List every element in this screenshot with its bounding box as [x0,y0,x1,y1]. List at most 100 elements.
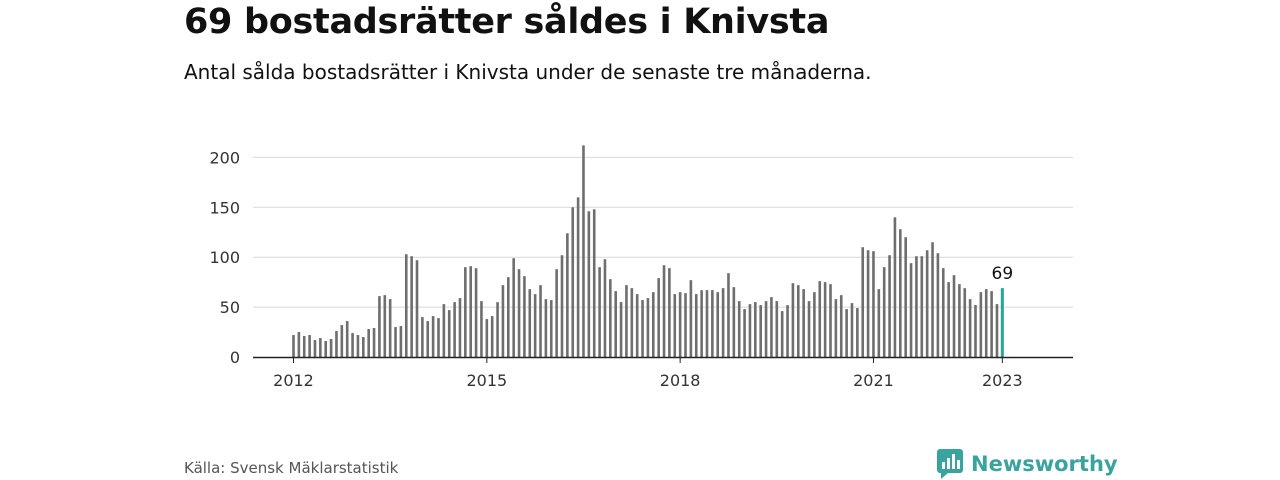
bar [410,256,413,357]
bar [324,341,328,357]
bar [523,276,526,357]
bar [947,282,950,357]
bar [340,325,344,357]
bar [383,295,387,357]
bar [678,292,682,357]
bar [469,266,473,357]
bar [780,311,784,357]
bar [367,329,370,357]
bar [421,317,424,357]
bar [582,145,585,357]
bar [700,290,703,357]
bar [743,309,746,357]
bar [442,304,446,357]
bar [404,254,408,357]
bar [464,267,467,357]
bar [394,327,397,357]
bar [845,309,848,357]
bar [818,281,822,357]
bar [297,332,301,357]
bar [684,293,687,357]
bar [566,233,569,357]
bar [915,256,918,357]
bar [941,268,945,357]
y-tick-label: 50 [220,298,240,317]
bar [501,285,505,357]
bar [335,331,338,357]
bar [979,292,983,357]
bar [329,339,333,357]
bar [668,268,671,357]
bar [426,321,430,357]
bar [764,301,768,357]
bar [657,278,660,357]
bar [888,255,891,357]
bar [813,292,816,357]
bar [974,305,977,357]
bar [958,284,961,357]
brand-logo[interactable]: Newsworthy [937,448,1118,480]
x-tick-label: 2018 [660,371,701,390]
bar [614,291,617,357]
x-tick-label: 2023 [982,371,1023,390]
bar [925,250,929,357]
bar [791,283,795,357]
bar [716,292,720,357]
bar [748,304,752,357]
bar [512,258,515,357]
bar [598,267,601,357]
bar [694,294,698,357]
bar [727,273,730,357]
highlight-bar [1000,288,1004,357]
bar [453,302,456,357]
bar [362,337,365,357]
bar [882,267,886,357]
bar [619,302,623,357]
bar [775,301,779,357]
bar [721,288,725,357]
bar [560,255,564,357]
bar [517,269,521,357]
bar [576,197,580,357]
newsworthy-logo-icon [937,449,963,479]
bar [555,269,558,357]
bar [856,308,859,357]
bar [646,298,650,357]
bar [549,300,553,357]
bar [839,295,843,357]
bar [378,296,381,357]
bar [345,321,349,357]
bar [759,305,762,357]
bar [770,297,773,357]
bar [302,336,306,357]
bar-chart: 0 50 100 150 200 69 2012 2015 2018 2021 2023 [209,145,1073,390]
bar [651,292,655,357]
bar [705,290,709,357]
bar [635,294,639,357]
bar [796,285,800,357]
bar [351,333,354,357]
bar [732,287,736,357]
bar [474,268,478,357]
bar [936,253,940,357]
bar [990,291,993,357]
bar [963,288,967,357]
bar [786,305,789,357]
bar [662,265,666,357]
bar [711,290,714,357]
bar [437,318,440,357]
bar [507,277,510,357]
bar [984,289,988,357]
y-tick-label: 0 [230,348,240,367]
bar [372,328,376,357]
bar [308,335,311,357]
y-tick-label: 200 [209,148,240,167]
bar [533,294,537,357]
bar [415,260,419,357]
bar [909,263,913,357]
bar [458,298,462,357]
bar [592,209,596,357]
bar [292,335,295,357]
bar [931,242,934,357]
bar [625,285,628,357]
